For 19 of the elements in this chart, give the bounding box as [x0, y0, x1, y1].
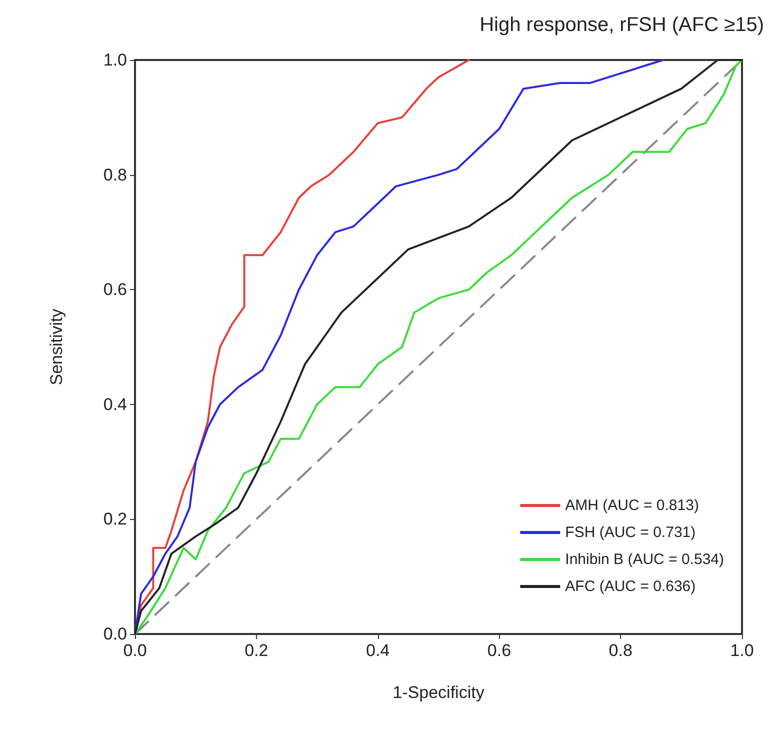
x-tick-label: 0.2 — [244, 641, 268, 660]
chart-title: High response, rFSH (AFC ≥15) — [480, 14, 764, 36]
x-tick-label: 0.4 — [366, 641, 390, 660]
y-tick-label: 0.4 — [103, 394, 127, 414]
y-tick-label: 0.2 — [103, 510, 127, 529]
legend-label: FSH (AUC = 0.731) — [565, 524, 696, 541]
legend-label: AMH (AUC = 0.813) — [565, 497, 699, 514]
y-tick-label: 1.0 — [103, 50, 127, 70]
y-tick-label: 0.0 — [103, 624, 127, 644]
x-axis-title: 1-Specificity — [392, 683, 485, 702]
y-axis-title: Sensitivity — [47, 308, 66, 386]
legend-label: AFC (AUC = 0.636) — [565, 578, 696, 595]
x-tick-label: 1.0 — [730, 641, 754, 660]
x-tick-label: 0.6 — [487, 641, 512, 660]
y-tick-label: 0.8 — [103, 165, 127, 184]
x-tick-label: 0.0 — [123, 641, 147, 660]
x-tick-label: 0.8 — [608, 641, 632, 660]
legend-label: Inhibin B (AUC = 0.534) — [565, 551, 724, 568]
y-tick-label: 0.6 — [103, 280, 127, 300]
